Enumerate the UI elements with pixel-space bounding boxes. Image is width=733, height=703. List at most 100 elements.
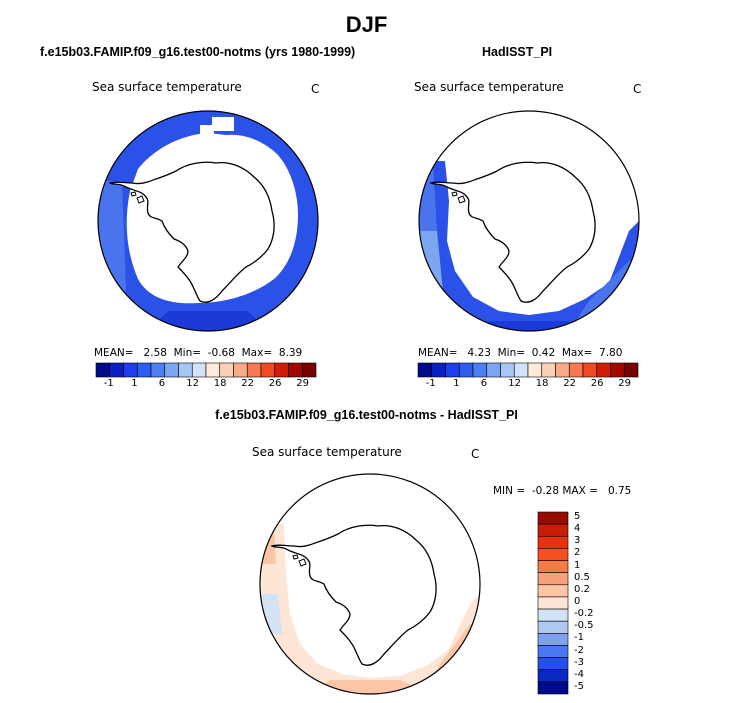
panel3-colorbar-box [537,548,569,561]
panel1-title: f.e15b03.FAMIP.f09_g16.test00-notms (yrs… [40,45,356,59]
panel3-variable: Sea surface temperature [252,445,402,459]
panel3-colorbar-tick: 5 [574,511,581,523]
panel2-variable: Sea surface temperature [414,80,564,94]
panel3-colorbar-box [537,523,569,537]
panel1-map [97,110,319,332]
panel2-colorbar-tick: 18 [535,378,549,389]
panel1-colorbar-tick: -1 [103,378,114,389]
panel2-colorbar-box [541,362,556,378]
panel2-colorbar-box [500,362,515,378]
panel1-colorbar-tick: 1 [131,378,138,389]
panel1-colorbar-tick: 29 [296,378,309,389]
panel3-stats: MIN = -0.28 MAX = 0.75 [493,485,632,497]
panel2-colorbar-tick: 22 [563,378,576,389]
panel2-units: C [633,82,642,96]
panel1-colorbar-tick: 26 [268,378,282,389]
panel1-colorbar-box [205,362,221,378]
panel2-colorbar-tick: 6 [480,378,488,389]
panel3-units: C [471,447,480,461]
panel3-colorbar-ticks: 5 4 3 2 1 0.5 0.2 0 -0.2 -0.5 -1 -2 -3 -4 -5 [574,511,614,694]
panel3-colorbar-tick: -5 [574,680,584,692]
panel3-colorbar-box [537,535,569,549]
panel1-colorbar-ticks: -1 1 6 12 18 22 26 29 [96,378,316,392]
panel3-colorbar-box [537,596,569,610]
panel3-colorbar-tick: -1 [574,632,584,644]
panel3-colorbar-box [537,620,569,634]
panel3-colorbar-tick: 0 [574,596,581,607]
panel3-colorbar-tick: 1 [574,559,581,571]
panel2-colorbar-box [417,362,433,378]
panel1-colorbar-tick: 12 [186,378,199,389]
panel2-colorbar-box [623,362,639,378]
panel2-colorbar-box [445,362,460,378]
panel1-colorbar-box [109,362,124,378]
panel1-variable: Sea surface temperature [92,80,242,94]
panel1-colorbar-box [164,362,179,378]
panel2-colorbar-box [458,362,474,378]
panel3-colorbar-tick: -3 [574,656,584,668]
panel1-colorbar-box [233,362,248,378]
panel1-colorbar-box [123,362,138,378]
panel3-colorbar-box [537,681,569,695]
panel2-colorbar-box [596,362,611,378]
panel3-colorbar-box [537,511,569,525]
panel3-colorbar-tick: -0.2 [574,608,594,620]
panel2-colorbar-box [568,362,584,378]
panel1-colorbar-tick: 6 [158,378,166,389]
panel1-colorbar-box [95,362,111,378]
panel2-colorbar-tick: 1 [453,378,460,389]
panel1-colorbar-box [288,362,303,378]
panel3-colorbar [537,511,569,695]
panel2-colorbar-tick: 12 [508,378,521,389]
panel1-units: C [311,82,320,96]
panel3-colorbar-tick: 0.2 [574,583,590,595]
panel3-colorbar-box [537,633,569,646]
panel1-colorbar-box [178,362,193,378]
panel3-colorbar-tick: -4 [574,668,584,680]
panel2-map [418,110,640,332]
panel3-colorbar-tick: -0.5 [574,620,594,632]
panel2-colorbar-ticks: -1 1 6 12 18 22 26 29 [418,378,638,392]
panel1-colorbar [95,362,317,378]
panel1-colorbar-tick: 18 [213,378,227,389]
panel3-colorbar-tick: 2 [574,547,581,559]
panel2-stats: MEAN= 4.23 Min= 0.42 Max= 7.80 [418,347,623,359]
panel2-colorbar [417,362,639,378]
panel2-colorbar-tick: -1 [425,378,436,389]
panel3-map [259,473,481,695]
panel2-colorbar-box [582,362,598,378]
panel2-colorbar-box [472,362,488,378]
panel1-colorbar-box [150,362,166,378]
panel2-colorbar-box [431,362,446,378]
panel2-colorbar-box [513,362,529,378]
panel2-colorbar-box [527,362,543,378]
panel1-colorbar-box [191,362,207,378]
panel3-colorbar-tick: 3 [574,535,581,547]
panel3-colorbar-tick: -2 [574,644,584,656]
panel3-colorbar-box [537,645,569,658]
panel3-colorbar-tick: 4 [574,523,581,535]
panel3-colorbar-box [537,560,569,573]
panel2-title: HadISST_PI [482,45,553,59]
panel3-colorbar-box [537,657,569,671]
season-title: DJF [345,12,388,37]
panel2-colorbar-tick: 26 [590,378,604,389]
panel3-colorbar-tick: 0.5 [574,571,590,583]
panel1-colorbar-box [260,362,276,378]
panel2-colorbar-box [486,362,501,378]
panel1-colorbar-box [136,362,152,378]
panel1-colorbar-box [274,362,289,378]
panel1-colorbar-box [219,362,234,378]
panel3-colorbar-box [537,669,569,683]
panel1-colorbar-box [246,362,262,378]
panel3-title: f.e15b03.FAMIP.f09_g16.test00-notms - Ha… [215,408,518,422]
panel2-colorbar-tick: 29 [618,378,631,389]
panel3-colorbar-box [537,608,569,622]
panel2-colorbar-box [555,362,570,378]
panel3-colorbar-box [537,584,569,598]
panel3-colorbar-box [537,572,569,586]
panel1-stats: MEAN= 2.58 Min= -0.68 Max= 8.39 [94,347,303,359]
panel1-colorbar-box [301,362,317,378]
panel1-colorbar-tick: 22 [241,378,254,389]
panel2-colorbar-box [610,362,625,378]
